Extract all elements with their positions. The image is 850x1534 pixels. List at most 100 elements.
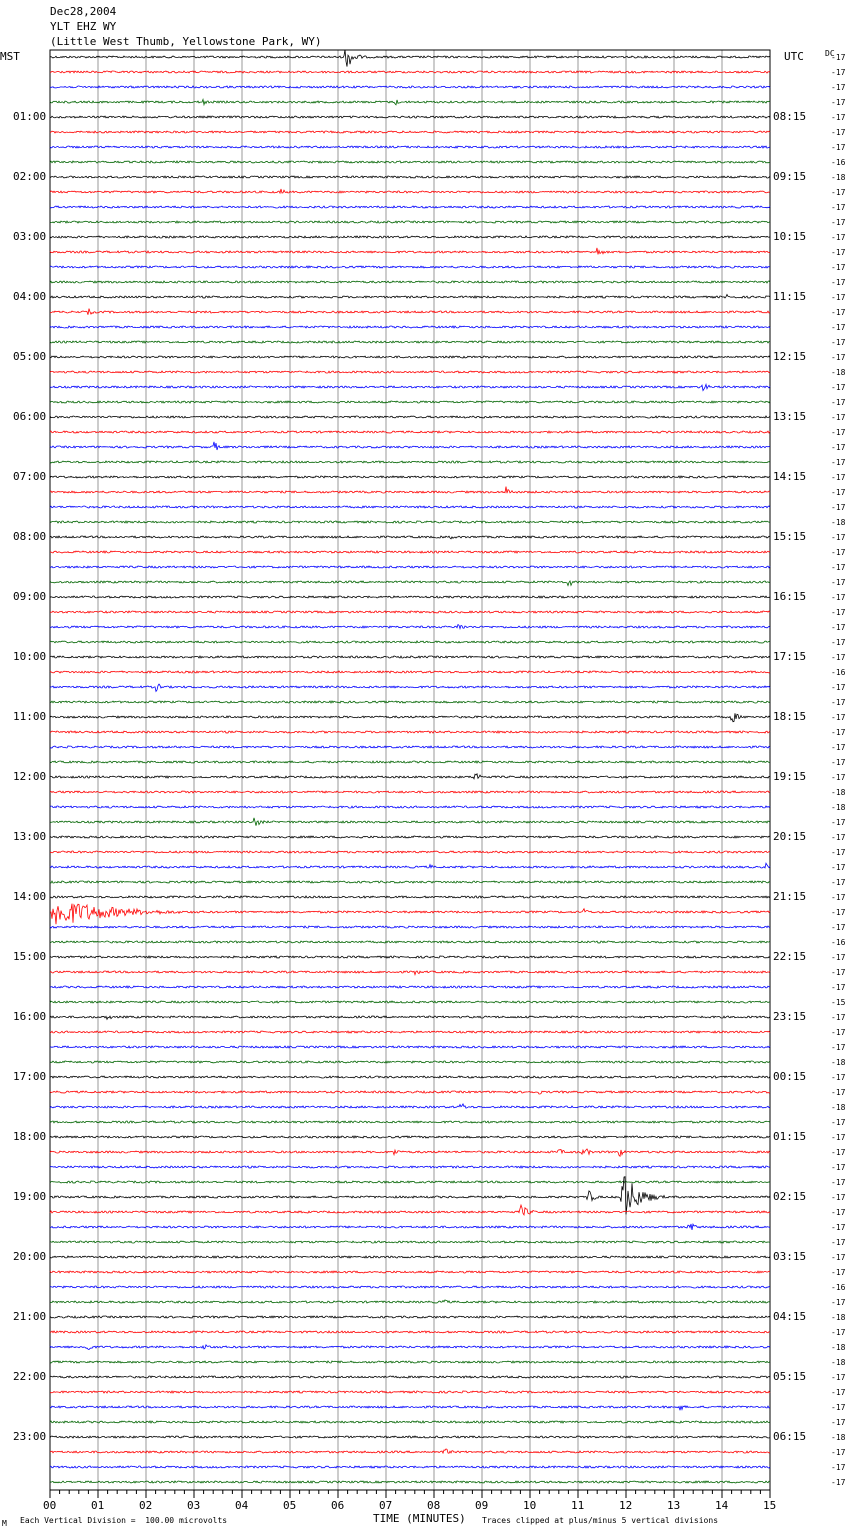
trace-39 (50, 640, 771, 644)
x-tick-label: 15 (763, 1499, 777, 1512)
dc-offset: -17 (831, 1073, 846, 1082)
dc-offset: -17 (831, 458, 846, 467)
dc-offset: -17 (831, 1238, 846, 1247)
trace-18 (49, 325, 771, 329)
trace-11 (49, 220, 771, 224)
trace-16 (49, 293, 771, 299)
trace-46 (49, 745, 771, 749)
dc-offset: -17 (831, 758, 846, 767)
dc-offset: -17 (831, 443, 846, 452)
utc-label: 19:15 (773, 770, 807, 783)
dc-offset: -17 (831, 848, 846, 857)
trace-30 (49, 505, 771, 509)
dc-offset: -17 (831, 983, 846, 992)
clip-note: Traces clipped at plus/minus 5 vertical … (482, 1516, 719, 1525)
trace-35 (49, 580, 771, 587)
dc-offset: -17 (831, 908, 846, 917)
mst-label: 11:00 (13, 710, 47, 723)
utc-label: 02:15 (773, 1190, 807, 1203)
dc-offset: -17 (831, 1253, 846, 1262)
trace-75 (49, 1180, 771, 1184)
mst-label: 17:00 (13, 1070, 47, 1083)
dc-offset: -17 (831, 563, 846, 572)
dc-offset: -17 (831, 68, 846, 77)
trace-58 (49, 925, 771, 929)
x-tick-label: 14 (715, 1499, 729, 1512)
dc-offset: -17 (831, 1403, 846, 1412)
dc-offset: -17 (831, 743, 846, 752)
trace-79 (49, 1240, 770, 1244)
trace-0 (49, 49, 771, 67)
dc-offset: -17 (831, 188, 846, 197)
trace-78 (50, 1223, 771, 1230)
trace-19 (49, 340, 771, 344)
mst-label: 22:00 (13, 1370, 47, 1383)
dc-offset: -18 (831, 518, 846, 527)
trace-40 (49, 655, 771, 659)
dc-offset: -17 (831, 1013, 846, 1022)
trace-45 (49, 730, 771, 734)
mst-label: 05:00 (13, 350, 47, 363)
trace-14 (49, 265, 771, 269)
time-gridlines (49, 49, 771, 1491)
utc-label: 18:15 (773, 710, 807, 723)
utc-label: 04:15 (773, 1310, 807, 1323)
dc-offset: -17 (831, 698, 846, 707)
dc-offset: -17 (831, 1373, 846, 1382)
dc-offset: -18 (831, 1058, 846, 1067)
dc-offset: -17 (831, 1088, 846, 1097)
dc-offset: -17 (831, 713, 846, 722)
dc-offset: -17 (831, 1328, 846, 1337)
dc-offset: -17 (831, 1448, 846, 1457)
dc-offset: -17 (831, 1268, 846, 1277)
dc-offset: -17 (831, 1148, 846, 1157)
mst-label: 16:00 (13, 1010, 47, 1023)
corner-mark: M (2, 1519, 7, 1528)
mst-label: 04:00 (13, 290, 47, 303)
x-tick-label: 12 (619, 1499, 633, 1512)
dc-offset: -17 (831, 428, 846, 437)
trace-6 (49, 145, 771, 149)
dc-offset: -17 (831, 218, 846, 227)
trace-71 (49, 1120, 771, 1124)
utc-label: 06:15 (773, 1430, 807, 1443)
mst-label: 10:00 (13, 650, 47, 663)
mst-label: 15:00 (13, 950, 47, 963)
trace-15 (49, 280, 771, 284)
trace-89 (49, 1390, 771, 1394)
dc-offset: -17 (831, 338, 846, 347)
dc-offset: -17 (831, 578, 846, 587)
dc-offset: -17 (831, 893, 846, 902)
dc-offset: -17 (831, 548, 846, 557)
utc-label: 09:15 (773, 170, 807, 183)
dc-offset: -17 (831, 323, 846, 332)
dc-offset: -17 (831, 488, 846, 497)
trace-80 (49, 1255, 771, 1259)
dc-offset: -17 (831, 533, 846, 542)
plot-frame (49, 49, 771, 1491)
trace-13 (49, 247, 771, 255)
trace-77 (49, 1203, 771, 1216)
trace-68 (49, 1075, 771, 1079)
dc-offset: -18 (831, 1358, 846, 1367)
dc-offset: -17 (831, 1178, 846, 1187)
trace-64 (49, 1015, 771, 1021)
x-tick-label: 09 (475, 1499, 489, 1512)
trace-36 (49, 595, 771, 599)
trace-55 (49, 880, 771, 884)
dc-offset: -16 (831, 668, 846, 677)
trace-54 (49, 862, 771, 869)
dc-offset: -17 (831, 308, 846, 317)
trace-49 (49, 790, 771, 794)
trace-56 (49, 895, 771, 899)
trace-10 (49, 205, 771, 209)
dc-offset: -18 (831, 788, 846, 797)
trace-72 (49, 1135, 771, 1139)
trace-27 (49, 460, 771, 464)
dc-offset: -17 (831, 1388, 846, 1397)
dc-offset: -17 (831, 773, 846, 782)
utc-label: 03:15 (773, 1250, 807, 1263)
mst-label: 14:00 (13, 890, 47, 903)
x-tick-label: 04 (235, 1499, 249, 1512)
